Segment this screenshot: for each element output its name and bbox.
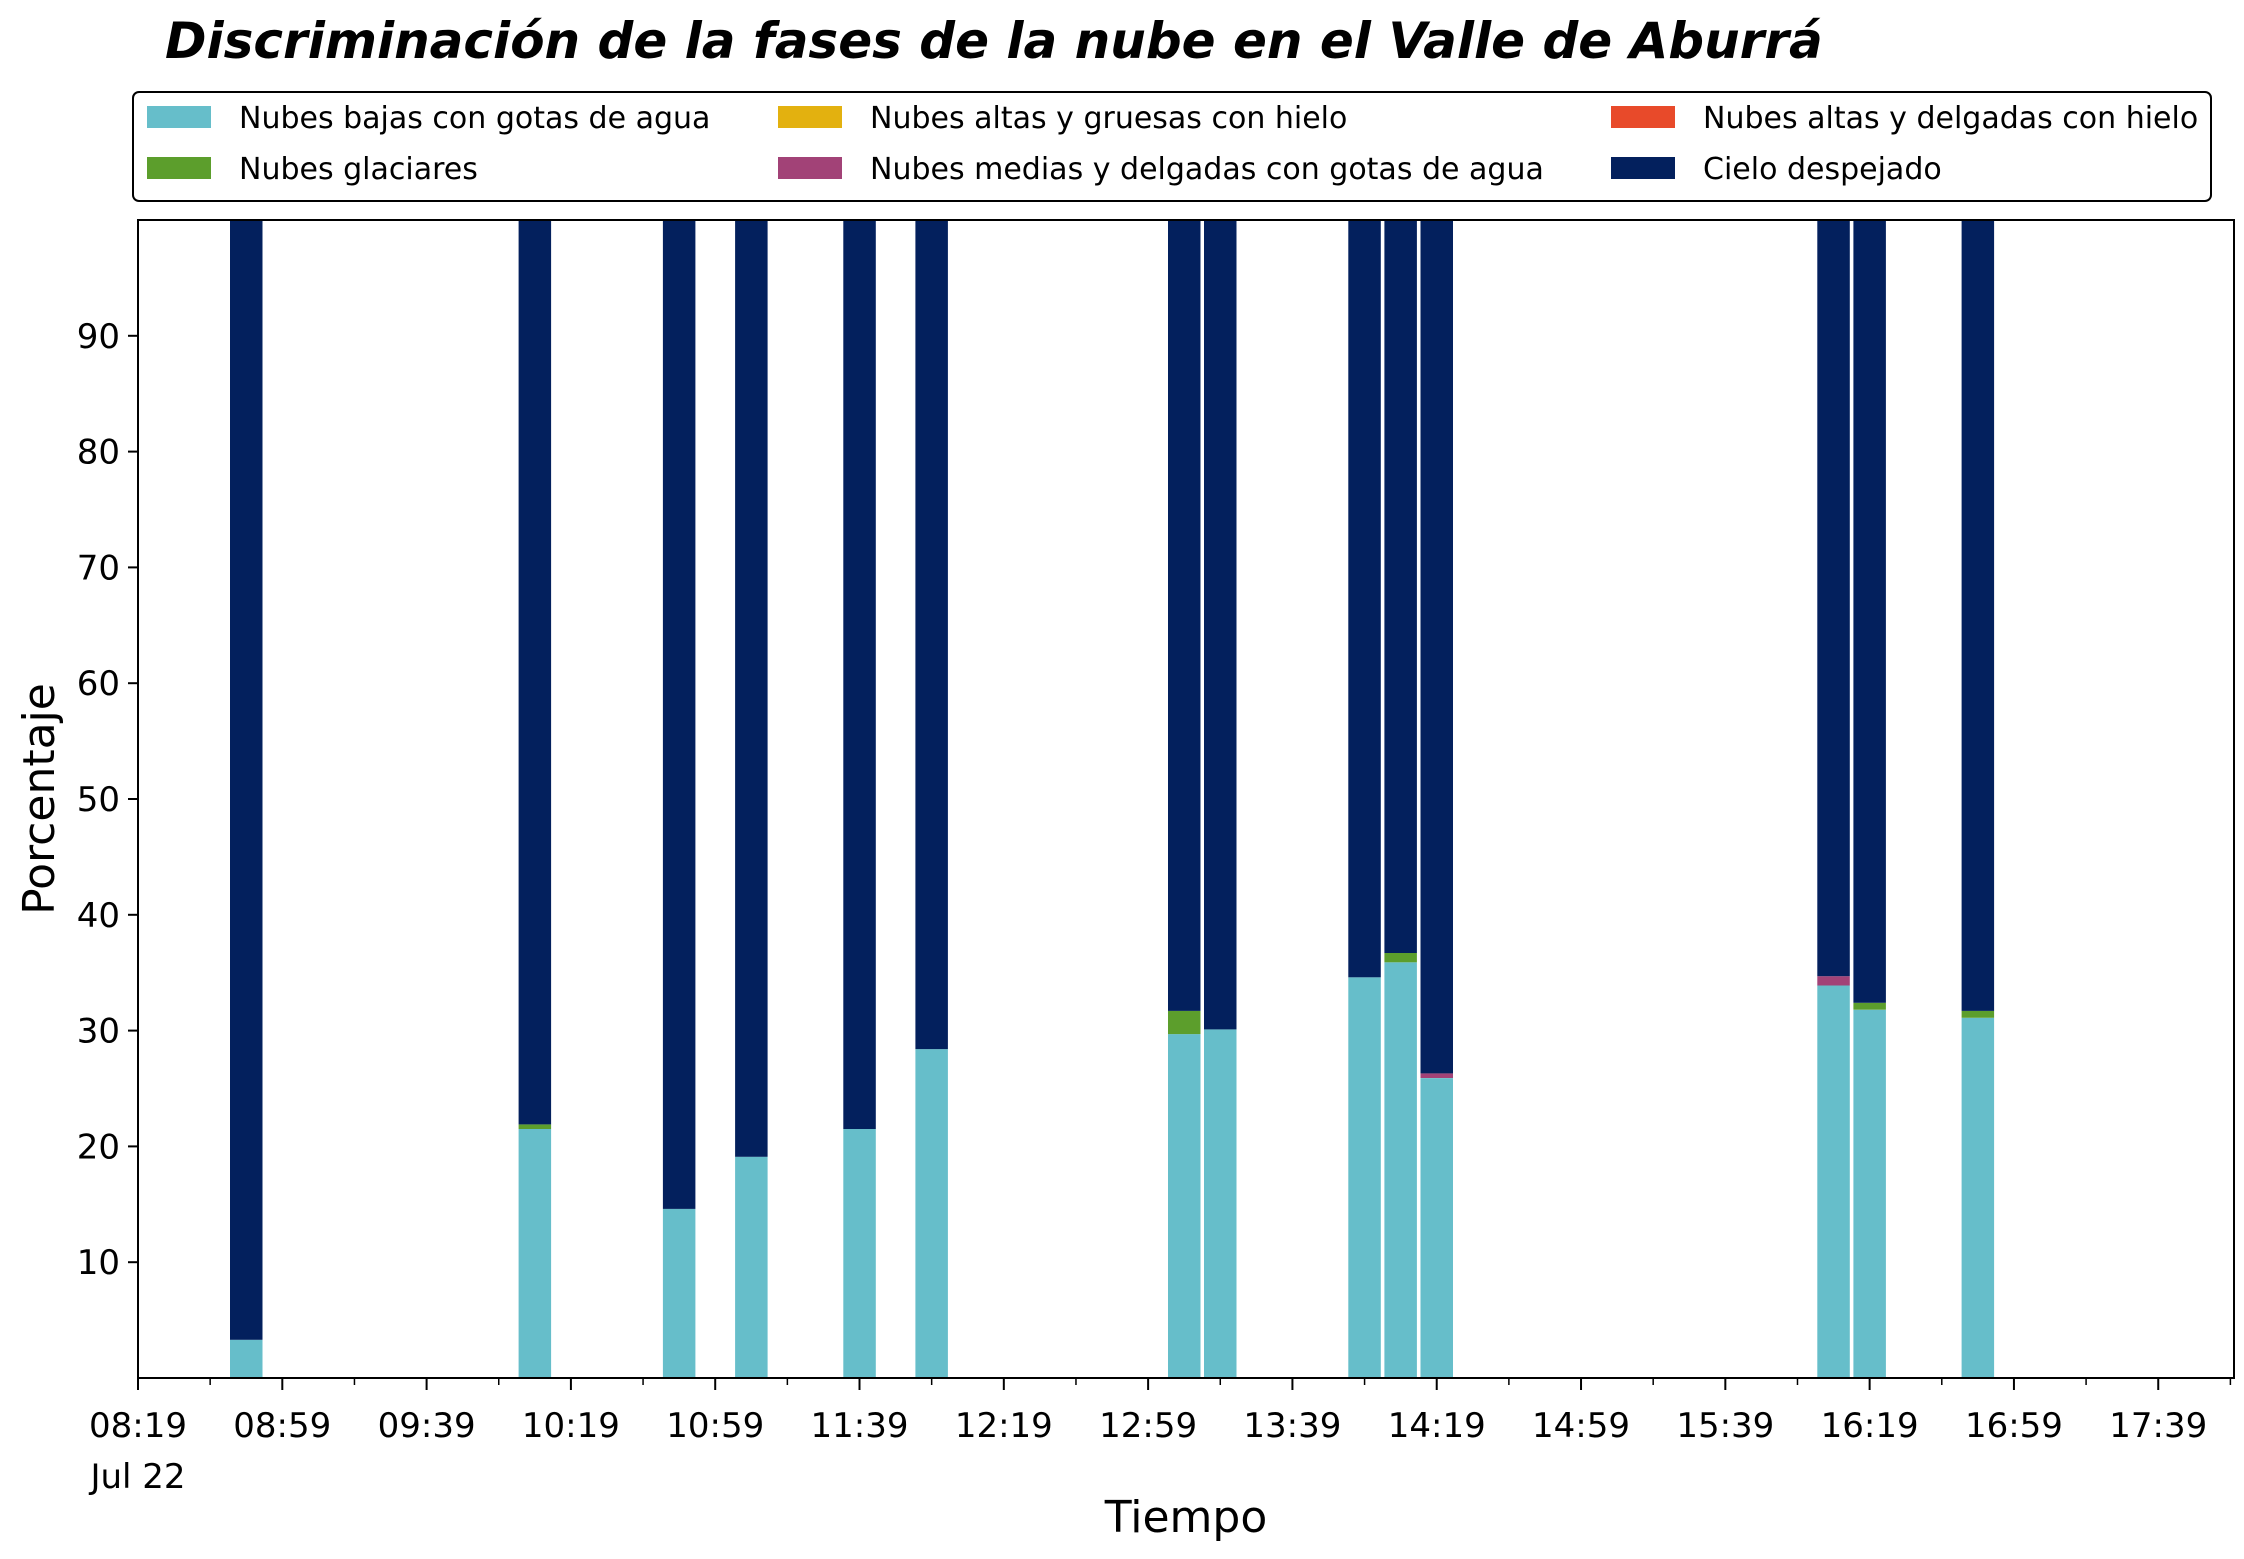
x-tick-label-1659: 16:59 xyxy=(1965,1406,2063,1446)
bar-segment-1649-s1 xyxy=(1961,1010,1995,1018)
x-tick-label-1259: 12:59 xyxy=(1099,1406,1197,1446)
x-tick-label-1059: 10:59 xyxy=(666,1406,764,1446)
bar-segment-1159-s5 xyxy=(915,220,948,1050)
bars xyxy=(230,220,1995,1378)
x-tick-label-1539: 15:39 xyxy=(1676,1406,1774,1446)
x-tick-label-1459: 14:59 xyxy=(1532,1406,1630,1446)
bar-segment-1619-s5 xyxy=(1853,220,1886,1003)
x-tick-label-0939: 09:39 xyxy=(378,1406,476,1446)
bar-segment-1359-s5 xyxy=(1348,220,1381,978)
bar-segment-1109-s5 xyxy=(735,220,768,1157)
bar-segment-1359-s0 xyxy=(1348,977,1381,1378)
bar-segment-1419-s5 xyxy=(1420,220,1453,1074)
bar-segment-1049-s0 xyxy=(662,1208,696,1378)
bar-segment-1609-s3 xyxy=(1817,976,1850,986)
bar-segment-1409-s0 xyxy=(1384,962,1417,1378)
x-tick-label-1619: 16:19 xyxy=(1821,1406,1919,1446)
bar-segment-1319-s5 xyxy=(1204,220,1237,1030)
legend-label-1: Nubes glaciares xyxy=(239,152,478,187)
x-tick-label-1739: 17:39 xyxy=(2109,1406,2207,1446)
bar-segment-1649-s0 xyxy=(1961,1017,1995,1378)
x-tick-label-1019: 10:19 xyxy=(522,1406,620,1446)
bar-segment-1109-s0 xyxy=(735,1156,768,1378)
bar-segment-1609-s5 xyxy=(1817,220,1850,977)
bar-segment-1649-s5 xyxy=(1961,220,1995,1011)
bar-segment-1309-s1 xyxy=(1168,1010,1201,1035)
legend-label-2: Nubes altas y gruesas con hielo xyxy=(870,101,1347,136)
legend-frame xyxy=(132,91,2212,202)
legend-swatch-2 xyxy=(778,106,842,128)
bar-segment-1409-s1 xyxy=(1384,953,1417,963)
legend-label-0: Nubes bajas con gotas de agua xyxy=(239,101,710,136)
y-axis: 10 20 30 40 50 60 70 80 90 xyxy=(77,317,138,1283)
x-tick-date-label: Jul 22 xyxy=(88,1457,185,1497)
x-tick-label-0859: 08:59 xyxy=(233,1406,331,1446)
chart-title: Discriminación de la fases de la nube en… xyxy=(165,12,1823,70)
legend: Nubes bajas con gotas de agua Nubes glaci… xyxy=(132,91,2212,202)
bar-segment-1419-s3 xyxy=(1420,1073,1453,1078)
bar-segment-1159-s0 xyxy=(915,1049,948,1378)
x-axis-label: Tiempo xyxy=(1104,1492,1268,1543)
x-tick-label-1419: 14:19 xyxy=(1388,1406,1486,1446)
x-axis: 08:19 Jul 22 08:59 09:39 10:19 10:59 11:39 12:1… xyxy=(88,1378,2232,1497)
y-tick-label-30: 30 xyxy=(77,1012,120,1052)
bar-segment-1309-s5 xyxy=(1168,220,1201,1011)
y-tick-label-90: 90 xyxy=(77,317,120,357)
y-tick-label-60: 60 xyxy=(77,664,120,704)
bar-segment-1009-s0 xyxy=(518,1129,552,1378)
legend-label-4: Nubes altas y delgadas con hielo xyxy=(1703,101,2198,136)
bar-segment-1619-s0 xyxy=(1853,1009,1886,1378)
y-tick-label-10: 10 xyxy=(77,1243,120,1283)
bar-segment-1619-s1 xyxy=(1853,1002,1886,1010)
legend-swatch-4 xyxy=(1611,106,1675,128)
y-tick-label-50: 50 xyxy=(77,780,120,820)
legend-label-5: Cielo despejado xyxy=(1703,152,1942,187)
bar-segment-0849-s5 xyxy=(230,220,263,1340)
legend-swatch-1 xyxy=(147,157,211,179)
x-tick-label-1219: 12:19 xyxy=(955,1406,1053,1446)
x-tick-label-1139: 11:39 xyxy=(811,1406,909,1446)
legend-swatch-5 xyxy=(1611,157,1675,179)
bar-segment-1009-s1 xyxy=(518,1124,552,1129)
x-tick-label-1339: 13:39 xyxy=(1243,1406,1341,1446)
x-tick-label-0819: 08:19 xyxy=(89,1406,187,1446)
bar-segment-0849-s0 xyxy=(230,1339,263,1378)
y-tick-label-70: 70 xyxy=(77,548,120,588)
y-axis-label: Porcentaje xyxy=(14,683,65,915)
bar-segment-1409-s5 xyxy=(1384,220,1417,953)
bar-segment-1139-s0 xyxy=(843,1129,876,1378)
bar-segment-1139-s5 xyxy=(843,220,876,1129)
bar-segment-1009-s5 xyxy=(518,220,552,1125)
bar-segment-1609-s0 xyxy=(1817,985,1850,1378)
legend-swatch-3 xyxy=(778,157,842,179)
y-tick-label-80: 80 xyxy=(77,433,120,473)
bar-segment-1309-s0 xyxy=(1168,1034,1201,1378)
y-tick-label-20: 20 xyxy=(77,1127,120,1167)
bar-segment-1319-s0 xyxy=(1204,1029,1237,1378)
bar-segment-1419-s0 xyxy=(1420,1078,1453,1378)
bar-segment-1049-s5 xyxy=(662,220,696,1209)
legend-swatch-0 xyxy=(147,106,211,128)
legend-label-3: Nubes medias y delgadas con gotas de agu… xyxy=(870,152,1544,187)
y-tick-label-40: 40 xyxy=(77,896,120,936)
